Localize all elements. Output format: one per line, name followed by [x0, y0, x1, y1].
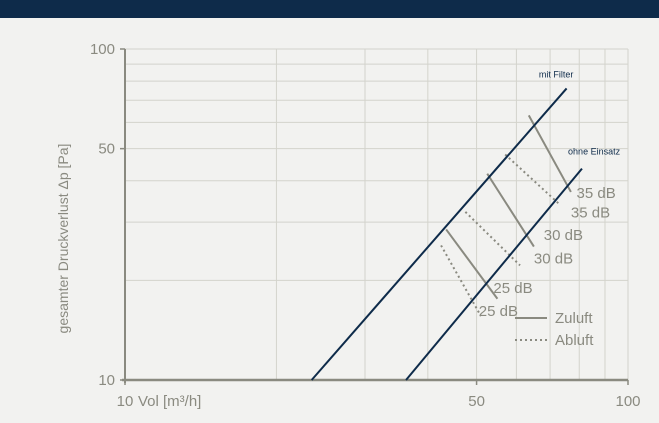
series-annotation: mit Filter: [539, 70, 574, 80]
x-tick-label: 10: [117, 393, 134, 410]
chart-panel: [0, 18, 659, 423]
x-tick-label: 100: [615, 393, 640, 410]
zuluft-line: [527, 114, 572, 193]
db-label: 35 dB: [577, 185, 616, 202]
series-line: [405, 168, 583, 381]
abluft-line: [464, 211, 521, 267]
db-label: 25 dB: [479, 303, 518, 320]
db-label: 35 dB: [571, 204, 610, 221]
db-label: 25 dB: [493, 280, 532, 297]
legend-label: Zuluft: [555, 310, 593, 327]
abluft-line: [440, 244, 482, 317]
zuluft-line: [445, 228, 499, 300]
db-label: 30 dB: [534, 250, 573, 267]
series-line: [310, 87, 568, 381]
db-label: 30 dB: [544, 227, 583, 244]
series-annotation: ohne Einsatz: [568, 147, 621, 157]
y-tick-label: 10: [98, 372, 115, 389]
abluft-line: [504, 153, 560, 205]
header-bar: [0, 0, 659, 18]
legend-label: Abluft: [555, 332, 594, 349]
y-axis-label: gesamter Druckverlust Δp [Pa]: [55, 144, 71, 334]
x-axis-label: Vol [m³/h]: [138, 393, 201, 410]
y-tick-label: 100: [90, 41, 115, 58]
y-tick-label: 50: [98, 141, 115, 158]
x-tick-label: 50: [468, 393, 485, 410]
